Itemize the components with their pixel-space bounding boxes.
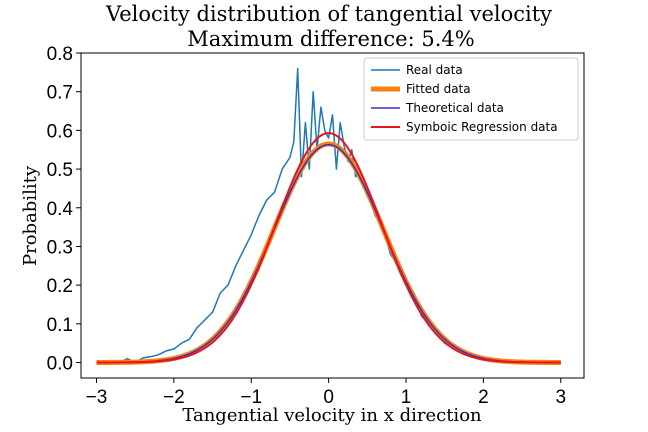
chart-title: Velocity distribution of tangential velo… [105, 2, 552, 26]
x-axis-label: Tangential velocity in x direction [182, 405, 482, 426]
x-tick-label: −3 [86, 387, 108, 408]
fitted-data-line [95, 141, 562, 365]
legend: Real data Fitted data Theoretical data Symb… [363, 57, 579, 141]
y-tick-label: 0.4 [47, 199, 74, 220]
symbolic-regression-line [96, 132, 561, 364]
legend-box [363, 57, 579, 141]
series-layer [95, 67, 562, 365]
legend-label: Theoretical data [405, 101, 504, 115]
theoretical-data-line [96, 143, 561, 364]
x-axis: −3 −2 −1 0 1 2 3 [86, 378, 566, 408]
y-tick-label: 0.0 [47, 354, 73, 375]
y-tick-label: 0.8 [47, 44, 73, 65]
y-axis: 0.0 0.1 0.2 0.3 0.4 0.5 0.6 0.7 0.8 [47, 44, 81, 375]
x-tick-label: 1 [401, 387, 412, 408]
legend-label: Real data [406, 63, 463, 77]
y-tick-label: 0.2 [47, 276, 73, 297]
plot-area-frame [80, 52, 585, 379]
x-tick-label: 3 [555, 387, 566, 408]
y-tick-label: 0.6 [47, 121, 73, 142]
x-tick-label: 2 [478, 387, 489, 408]
legend-label: Fitted data [406, 82, 471, 96]
x-tick-label: −1 [240, 387, 262, 408]
y-tick-label: 0.7 [47, 83, 73, 104]
y-tick-label: 0.1 [47, 315, 73, 336]
y-axis-label: Probability [20, 165, 41, 266]
x-tick-label: 0 [323, 387, 334, 408]
y-tick-label: 0.3 [47, 237, 73, 258]
chart-subtitle: Maximum difference: 5.4% [187, 27, 474, 51]
legend-label: Symboic Regression data [406, 120, 558, 134]
x-tick-label: −2 [163, 387, 185, 408]
y-tick-label: 0.5 [47, 160, 73, 181]
